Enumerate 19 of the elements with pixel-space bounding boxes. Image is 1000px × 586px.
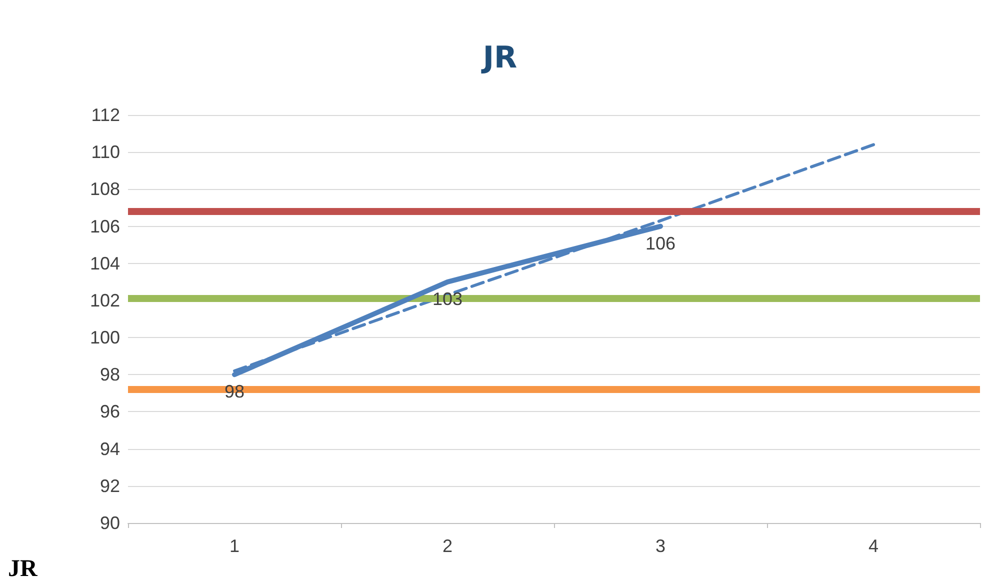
y-tick-label: 90 <box>100 513 120 533</box>
y-tick-label: 100 <box>90 328 120 348</box>
y-tick-label: 102 <box>90 290 120 310</box>
x-tick-label: 1 <box>229 536 240 556</box>
y-tick-label: 96 <box>100 402 120 422</box>
y-tick-label: 98 <box>100 364 120 385</box>
y-tick-label: 104 <box>90 253 120 274</box>
x-tick-label: 4 <box>868 536 879 556</box>
y-tick-label: 112 <box>91 105 120 125</box>
x-tick-label: 3 <box>655 536 666 556</box>
text: JR <box>8 556 38 583</box>
y-tick-label: 92 <box>100 476 120 496</box>
y-tick-label: 108 <box>90 179 120 200</box>
y-tick-label: 106 <box>90 216 120 236</box>
data-label: 106 <box>645 233 676 254</box>
y-tick-label: 110 <box>91 142 120 162</box>
y-tick-label: 94 <box>100 438 120 459</box>
x-tick-label: 2 <box>442 536 453 556</box>
chart-title: JR <box>480 40 518 76</box>
